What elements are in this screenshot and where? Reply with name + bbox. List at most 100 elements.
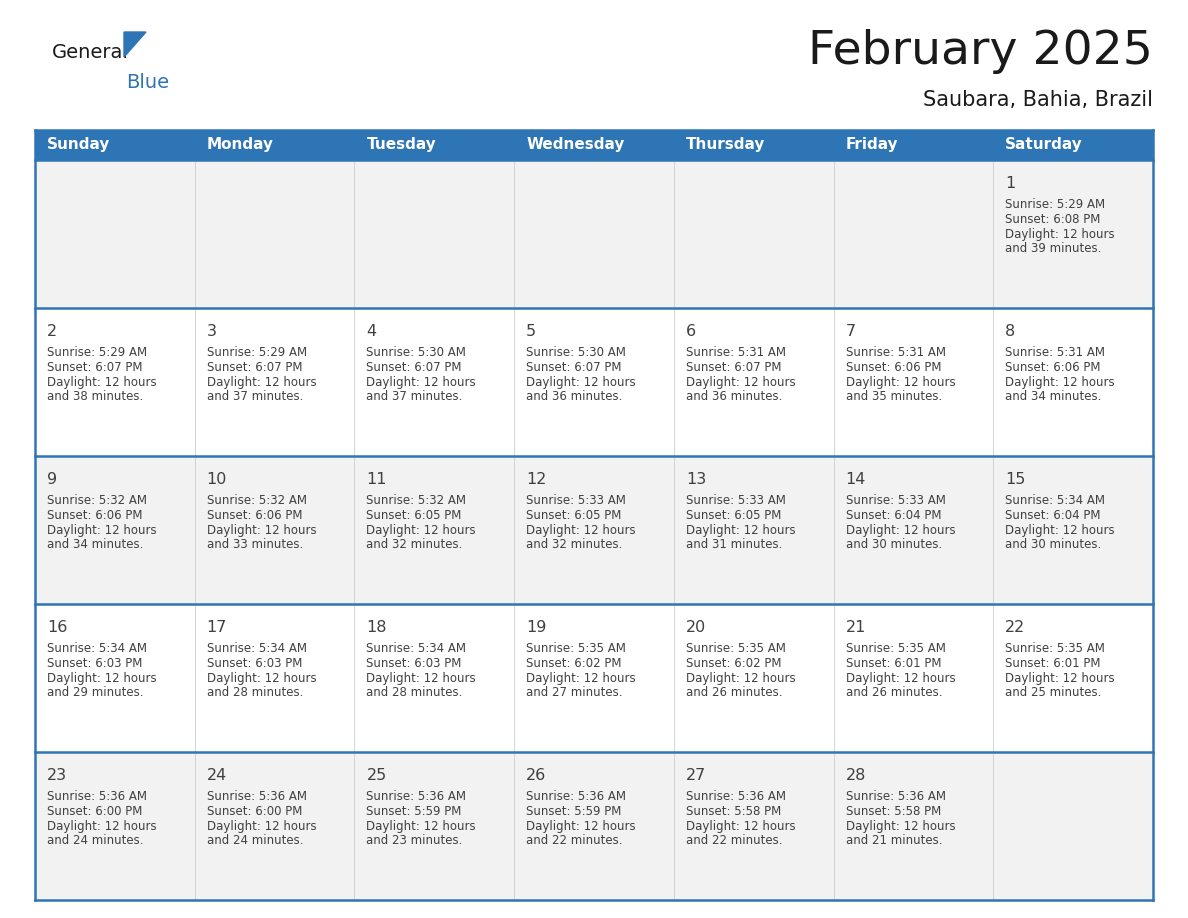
Text: Sunset: 6:05 PM: Sunset: 6:05 PM	[526, 509, 621, 521]
Text: Sunrise: 5:31 AM: Sunrise: 5:31 AM	[846, 346, 946, 359]
Text: Sunrise: 5:29 AM: Sunrise: 5:29 AM	[207, 346, 307, 359]
Text: 9: 9	[48, 472, 57, 487]
Text: Daylight: 12 hours: Daylight: 12 hours	[207, 820, 316, 833]
Text: Sunset: 6:06 PM: Sunset: 6:06 PM	[1005, 361, 1101, 374]
Text: Daylight: 12 hours: Daylight: 12 hours	[207, 672, 316, 685]
Text: and 32 minutes.: and 32 minutes.	[526, 538, 623, 552]
Text: and 34 minutes.: and 34 minutes.	[48, 538, 144, 552]
Text: Sunrise: 5:34 AM: Sunrise: 5:34 AM	[366, 642, 467, 655]
Text: and 28 minutes.: and 28 minutes.	[366, 687, 463, 700]
Text: Friday: Friday	[846, 138, 898, 152]
Text: and 36 minutes.: and 36 minutes.	[526, 390, 623, 403]
Text: Sunrise: 5:36 AM: Sunrise: 5:36 AM	[207, 790, 307, 803]
Text: 2: 2	[48, 324, 57, 339]
Polygon shape	[124, 32, 146, 57]
Text: Saubara, Bahia, Brazil: Saubara, Bahia, Brazil	[923, 90, 1154, 110]
Text: Daylight: 12 hours: Daylight: 12 hours	[846, 523, 955, 537]
Text: Daylight: 12 hours: Daylight: 12 hours	[526, 672, 636, 685]
Text: 1: 1	[1005, 176, 1016, 191]
Text: 3: 3	[207, 324, 216, 339]
Text: and 29 minutes.: and 29 minutes.	[48, 687, 144, 700]
Text: 27: 27	[685, 768, 706, 783]
Text: 26: 26	[526, 768, 546, 783]
Text: Sunday: Sunday	[48, 138, 110, 152]
Text: Sunrise: 5:34 AM: Sunrise: 5:34 AM	[1005, 494, 1105, 507]
Text: Sunset: 5:59 PM: Sunset: 5:59 PM	[526, 805, 621, 818]
Text: Daylight: 12 hours: Daylight: 12 hours	[526, 820, 636, 833]
Text: and 28 minutes.: and 28 minutes.	[207, 687, 303, 700]
Text: and 25 minutes.: and 25 minutes.	[1005, 687, 1101, 700]
Text: Sunset: 6:04 PM: Sunset: 6:04 PM	[1005, 509, 1101, 521]
Text: Daylight: 12 hours: Daylight: 12 hours	[207, 375, 316, 388]
Text: and 26 minutes.: and 26 minutes.	[685, 687, 783, 700]
Text: Daylight: 12 hours: Daylight: 12 hours	[1005, 375, 1114, 388]
Text: Sunset: 6:02 PM: Sunset: 6:02 PM	[526, 656, 621, 670]
Text: Sunset: 6:08 PM: Sunset: 6:08 PM	[1005, 213, 1100, 226]
Text: and 33 minutes.: and 33 minutes.	[207, 538, 303, 552]
Text: Saturday: Saturday	[1005, 138, 1083, 152]
Text: Sunset: 6:02 PM: Sunset: 6:02 PM	[685, 656, 782, 670]
Text: Sunset: 6:00 PM: Sunset: 6:00 PM	[207, 805, 302, 818]
Text: 7: 7	[846, 324, 855, 339]
Text: Sunrise: 5:34 AM: Sunrise: 5:34 AM	[207, 642, 307, 655]
Text: Sunrise: 5:32 AM: Sunrise: 5:32 AM	[366, 494, 467, 507]
Text: 13: 13	[685, 472, 706, 487]
Text: Daylight: 12 hours: Daylight: 12 hours	[366, 375, 476, 388]
Text: and 34 minutes.: and 34 minutes.	[1005, 390, 1101, 403]
Text: 17: 17	[207, 620, 227, 635]
Text: Sunset: 6:03 PM: Sunset: 6:03 PM	[207, 656, 302, 670]
Text: February 2025: February 2025	[808, 29, 1154, 74]
Text: Sunrise: 5:35 AM: Sunrise: 5:35 AM	[1005, 642, 1105, 655]
Text: Monday: Monday	[207, 138, 273, 152]
Text: Sunset: 6:06 PM: Sunset: 6:06 PM	[207, 509, 302, 521]
Text: 16: 16	[48, 620, 68, 635]
Text: and 37 minutes.: and 37 minutes.	[366, 390, 463, 403]
Text: Sunrise: 5:33 AM: Sunrise: 5:33 AM	[526, 494, 626, 507]
Text: Sunrise: 5:30 AM: Sunrise: 5:30 AM	[366, 346, 467, 359]
Text: and 37 minutes.: and 37 minutes.	[207, 390, 303, 403]
Text: Daylight: 12 hours: Daylight: 12 hours	[366, 523, 476, 537]
Text: and 35 minutes.: and 35 minutes.	[846, 390, 942, 403]
Text: Sunset: 6:06 PM: Sunset: 6:06 PM	[846, 361, 941, 374]
Text: Sunset: 6:07 PM: Sunset: 6:07 PM	[207, 361, 302, 374]
Text: Sunset: 6:01 PM: Sunset: 6:01 PM	[846, 656, 941, 670]
Text: Sunset: 5:58 PM: Sunset: 5:58 PM	[846, 805, 941, 818]
Text: 5: 5	[526, 324, 536, 339]
Text: Daylight: 12 hours: Daylight: 12 hours	[1005, 523, 1114, 537]
Text: and 27 minutes.: and 27 minutes.	[526, 687, 623, 700]
Text: Daylight: 12 hours: Daylight: 12 hours	[685, 523, 796, 537]
Text: Daylight: 12 hours: Daylight: 12 hours	[48, 820, 157, 833]
Text: Sunset: 6:05 PM: Sunset: 6:05 PM	[366, 509, 462, 521]
Text: Daylight: 12 hours: Daylight: 12 hours	[685, 375, 796, 388]
Text: Sunset: 6:07 PM: Sunset: 6:07 PM	[526, 361, 621, 374]
Text: and 39 minutes.: and 39 minutes.	[1005, 242, 1101, 255]
Text: 28: 28	[846, 768, 866, 783]
Text: Sunrise: 5:36 AM: Sunrise: 5:36 AM	[366, 790, 467, 803]
Text: and 32 minutes.: and 32 minutes.	[366, 538, 463, 552]
Text: Sunset: 6:07 PM: Sunset: 6:07 PM	[48, 361, 143, 374]
Bar	[34, 456, 1154, 604]
Text: and 24 minutes.: and 24 minutes.	[48, 834, 144, 847]
Text: Sunset: 6:07 PM: Sunset: 6:07 PM	[366, 361, 462, 374]
Text: General: General	[52, 42, 128, 62]
Text: 11: 11	[366, 472, 387, 487]
Text: 15: 15	[1005, 472, 1025, 487]
Text: Sunrise: 5:32 AM: Sunrise: 5:32 AM	[207, 494, 307, 507]
Text: Sunset: 5:59 PM: Sunset: 5:59 PM	[366, 805, 462, 818]
Text: Sunset: 6:01 PM: Sunset: 6:01 PM	[1005, 656, 1101, 670]
Text: 20: 20	[685, 620, 706, 635]
Text: Daylight: 12 hours: Daylight: 12 hours	[48, 672, 157, 685]
Text: Sunset: 6:07 PM: Sunset: 6:07 PM	[685, 361, 782, 374]
Text: Thursday: Thursday	[685, 138, 765, 152]
Text: Daylight: 12 hours: Daylight: 12 hours	[685, 672, 796, 685]
Text: 21: 21	[846, 620, 866, 635]
Text: Sunrise: 5:30 AM: Sunrise: 5:30 AM	[526, 346, 626, 359]
Text: Sunrise: 5:36 AM: Sunrise: 5:36 AM	[846, 790, 946, 803]
Text: and 30 minutes.: and 30 minutes.	[846, 538, 942, 552]
Text: Sunrise: 5:31 AM: Sunrise: 5:31 AM	[1005, 346, 1105, 359]
Text: Sunrise: 5:36 AM: Sunrise: 5:36 AM	[685, 790, 785, 803]
Text: Daylight: 12 hours: Daylight: 12 hours	[48, 523, 157, 537]
Text: 10: 10	[207, 472, 227, 487]
Text: Sunset: 6:06 PM: Sunset: 6:06 PM	[48, 509, 143, 521]
Text: Sunset: 6:03 PM: Sunset: 6:03 PM	[366, 656, 462, 670]
